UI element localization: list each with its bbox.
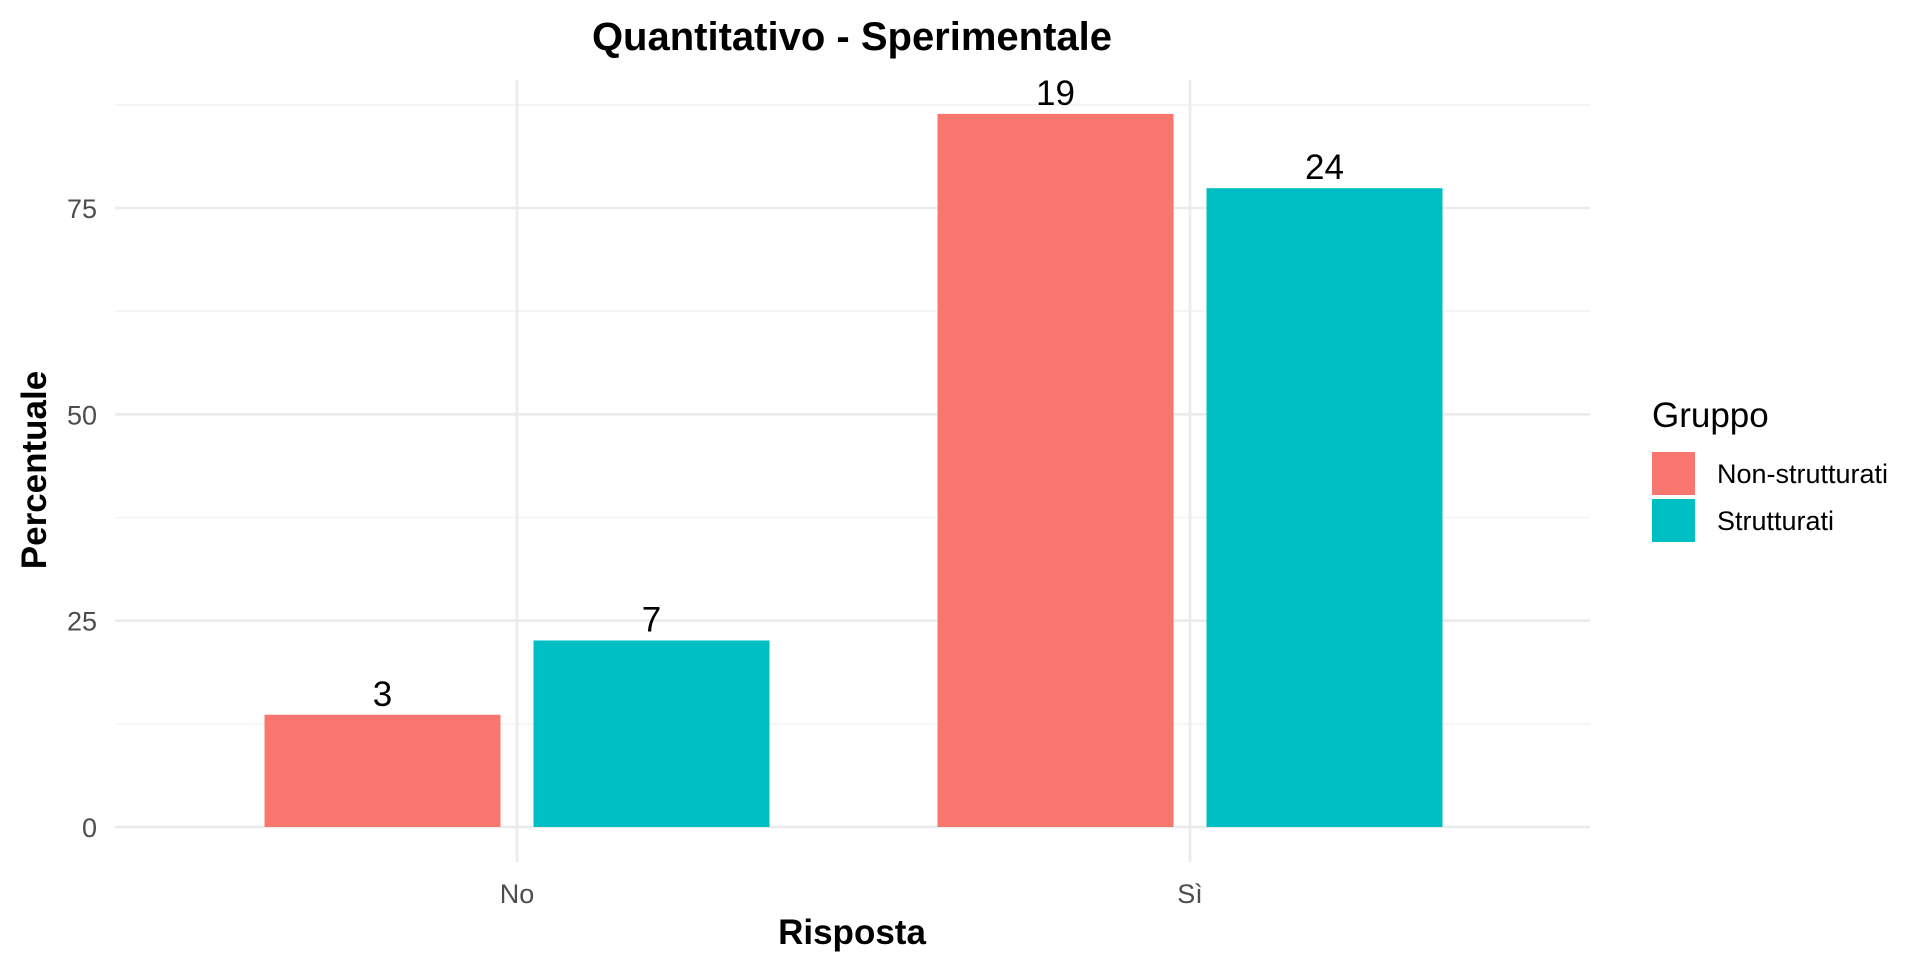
y-axis-ticks: 0 25 50 75 xyxy=(67,194,97,843)
x-axis-ticks: No Sì xyxy=(500,879,1203,909)
bar-data-label: 7 xyxy=(642,600,661,639)
data-labels: 3 19 7 24 xyxy=(373,74,1344,714)
bar xyxy=(1206,188,1443,827)
x-tick-label: Sì xyxy=(1177,879,1203,909)
x-tick-label: No xyxy=(500,879,535,909)
y-axis-title: Percentuale xyxy=(15,371,54,569)
chart-title: Quantitativo - Sperimentale xyxy=(592,15,1112,59)
bar-data-label: 19 xyxy=(1036,74,1075,113)
legend: Gruppo Non-strutturati Strutturati xyxy=(1652,396,1888,542)
legend-label: Non-strutturati xyxy=(1717,459,1888,489)
bar-data-label: 24 xyxy=(1305,148,1344,187)
y-tick-label: 25 xyxy=(67,607,97,637)
legend-swatch xyxy=(1652,499,1695,542)
legend-swatch xyxy=(1652,452,1695,495)
bars xyxy=(264,113,1443,828)
y-tick-label: 75 xyxy=(67,194,97,224)
bar xyxy=(937,113,1174,828)
bar xyxy=(533,640,770,827)
y-tick-label: 0 xyxy=(82,813,97,843)
bar-data-label: 3 xyxy=(373,675,392,714)
bar xyxy=(264,714,501,827)
y-tick-label: 50 xyxy=(67,400,97,430)
legend-title: Gruppo xyxy=(1652,396,1769,435)
legend-items: Non-strutturati Strutturati xyxy=(1652,452,1888,542)
x-axis-title: Risposta xyxy=(778,913,926,952)
legend-label: Strutturati xyxy=(1717,506,1834,536)
